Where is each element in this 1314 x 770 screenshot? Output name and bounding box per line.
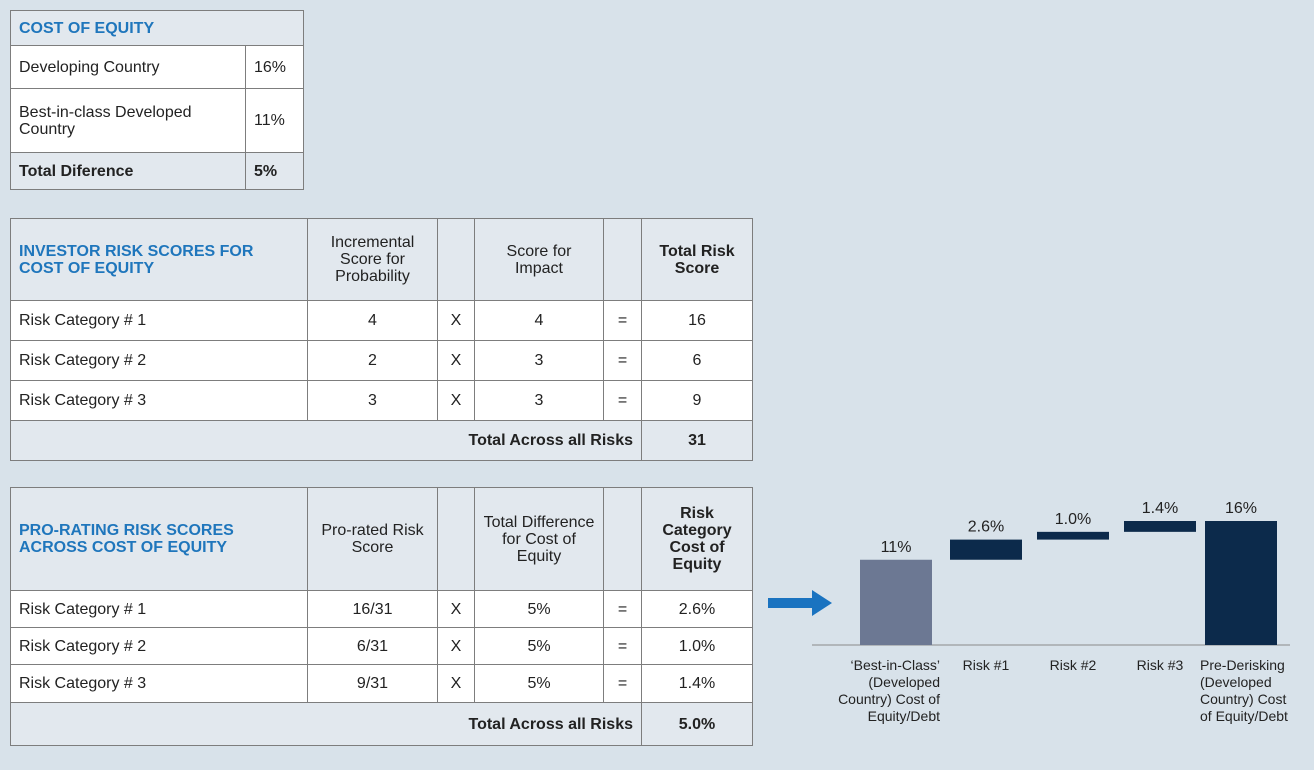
cell: 4: [474, 300, 604, 341]
cell: X: [437, 340, 475, 381]
cell: Best-in-class Developed Country: [10, 88, 246, 153]
category-label: Pre-Derisking (Developed Country) Cost o…: [1200, 657, 1288, 724]
total-value: 5.0%: [641, 702, 753, 746]
row: Risk Category # 1 16/31 X 5% = 2.6%: [10, 590, 753, 628]
cell: Risk Category # 2: [10, 340, 308, 381]
row: Risk Category # 2 2 X 3 = 6: [10, 340, 753, 381]
cell: Developing Country: [10, 45, 246, 89]
cell: 9: [641, 380, 753, 421]
total-cell: 5%: [245, 152, 304, 190]
category-label: Risk #2: [1049, 657, 1097, 673]
cell: =: [603, 340, 642, 381]
row: Total Across all Risks 5.0%: [10, 702, 753, 746]
bar: [1205, 521, 1277, 645]
table: COST OF EQUITY Developing Country 16% Best-…: [10, 10, 304, 190]
value-label: 1.4%: [1142, 500, 1178, 517]
cell: 3: [307, 380, 438, 421]
total-label: Total Across all Risks: [10, 420, 642, 461]
row: Best-in-class Developed Country 11%: [10, 88, 304, 153]
cell: =: [603, 627, 642, 665]
col-header: Risk Category Cost of Equity: [641, 487, 753, 591]
row: Risk Category # 2 6/31 X 5% = 1.0%: [10, 627, 753, 665]
table-title: COST OF EQUITY: [10, 10, 304, 46]
value-label: 2.6%: [968, 519, 1004, 536]
cell: 2: [307, 340, 438, 381]
cell: 6/31: [307, 627, 438, 665]
col-header: Total Difference for Cost of Equity: [474, 487, 604, 591]
empty: [437, 218, 475, 301]
cell: 3: [474, 340, 604, 381]
cell: X: [437, 627, 475, 665]
cell: 16: [641, 300, 753, 341]
cell: 16%: [245, 45, 304, 89]
empty: [603, 218, 642, 301]
total-label: Total Across all Risks: [10, 702, 642, 746]
row: Risk Category # 3 9/31 X 5% = 1.4%: [10, 664, 753, 703]
cell: 1.4%: [641, 664, 753, 703]
cell: 16/31: [307, 590, 438, 628]
table-title: PRO-RATING RISK SCORES ACROSS COST OF EQ…: [10, 487, 308, 591]
value-label: 16%: [1225, 500, 1257, 517]
cell: X: [437, 664, 475, 703]
cell: X: [437, 380, 475, 421]
cell: 5%: [474, 590, 604, 628]
total-value: 31: [641, 420, 753, 461]
row: Risk Category # 1 4 X 4 = 16: [10, 300, 753, 341]
category-label: Risk #1: [962, 657, 1010, 673]
value-label: 1.0%: [1055, 511, 1091, 528]
empty: [437, 487, 475, 591]
cell: 5%: [474, 627, 604, 665]
bar: [860, 559, 932, 645]
bar: [1037, 531, 1109, 540]
cell: X: [437, 300, 475, 341]
cell: 9/31: [307, 664, 438, 703]
cell: 6: [641, 340, 753, 381]
row: COST OF EQUITY: [10, 10, 304, 46]
cell: =: [603, 300, 642, 341]
cell: 2.6%: [641, 590, 753, 628]
cell: =: [603, 380, 642, 421]
row: Risk Category # 3 3 X 3 = 9: [10, 380, 753, 421]
cell: 1.0%: [641, 627, 753, 665]
col-header: Incremental Score for Probability: [307, 218, 438, 301]
cell: 5%: [474, 664, 604, 703]
total-cell: Total Diference: [10, 152, 246, 190]
arrow: [768, 590, 832, 616]
col-header: Total Risk Score: [641, 218, 753, 301]
category-label: ‘Best-in-Class’ (Developed Country) Cost…: [838, 657, 940, 724]
category-label: Risk #3: [1136, 657, 1184, 673]
cell: =: [603, 664, 642, 703]
table: INVESTOR RISK SCORES FOR COST OF EQUITY I…: [10, 218, 753, 461]
cell: 4: [307, 300, 438, 341]
table-title: INVESTOR RISK SCORES FOR COST OF EQUITY: [10, 218, 308, 301]
col-header: Pro-rated Risk Score: [307, 487, 438, 591]
bar: [1124, 521, 1196, 532]
row: Total Diference 5%: [10, 152, 304, 190]
table: PRO-RATING RISK SCORES ACROSS COST OF EQ…: [10, 487, 753, 746]
empty: [603, 487, 642, 591]
row: Developing Country 16%: [10, 45, 304, 89]
bar: [950, 539, 1022, 560]
cell: 11%: [245, 88, 304, 153]
col-header: Score for Impact: [474, 218, 604, 301]
cell: 3: [474, 380, 604, 421]
row: INVESTOR RISK SCORES FOR COST OF EQUITY I…: [10, 218, 753, 301]
row: PRO-RATING RISK SCORES ACROSS COST OF EQ…: [10, 487, 753, 591]
cell: Risk Category # 1: [10, 590, 308, 628]
cell: Risk Category # 2: [10, 627, 308, 665]
cell: Risk Category # 3: [10, 664, 308, 703]
cell: =: [603, 590, 642, 628]
cell: Risk Category # 3: [10, 380, 308, 421]
cell: X: [437, 590, 475, 628]
row: Total Across all Risks 31: [10, 420, 753, 461]
value-label: 11%: [881, 539, 912, 556]
cell: Risk Category # 1: [10, 300, 308, 341]
